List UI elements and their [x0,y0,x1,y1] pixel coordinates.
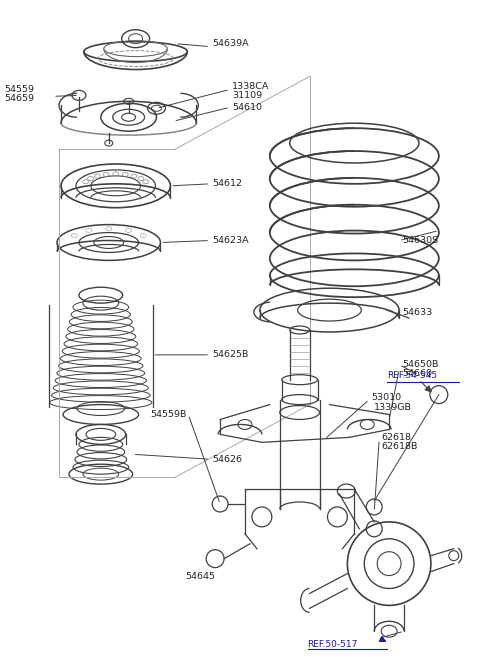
Text: 62618B: 62618B [381,442,418,451]
Text: 53010: 53010 [371,393,401,402]
Text: 54660: 54660 [402,369,432,378]
Text: 54645: 54645 [185,572,216,581]
Text: 54625B: 54625B [212,350,249,359]
Text: REF.50-517: REF.50-517 [308,640,358,648]
Text: 31109: 31109 [232,91,262,100]
Text: 54633: 54633 [402,307,432,317]
Text: 54650B: 54650B [402,360,438,369]
Text: 54623A: 54623A [212,236,249,245]
Text: 54639A: 54639A [212,39,249,48]
Text: 1338CA: 1338CA [232,82,269,91]
Text: 54612: 54612 [212,179,242,189]
Text: 1339GB: 1339GB [374,403,412,412]
Text: 54559B: 54559B [151,410,187,419]
Text: 54659: 54659 [4,94,35,103]
Text: 54610: 54610 [232,102,262,112]
Text: REF.54-545: REF.54-545 [387,371,437,380]
Text: 54630S: 54630S [402,236,438,245]
Text: 62618: 62618 [381,433,411,442]
Text: 54559: 54559 [4,85,35,94]
Text: 54626: 54626 [212,455,242,464]
